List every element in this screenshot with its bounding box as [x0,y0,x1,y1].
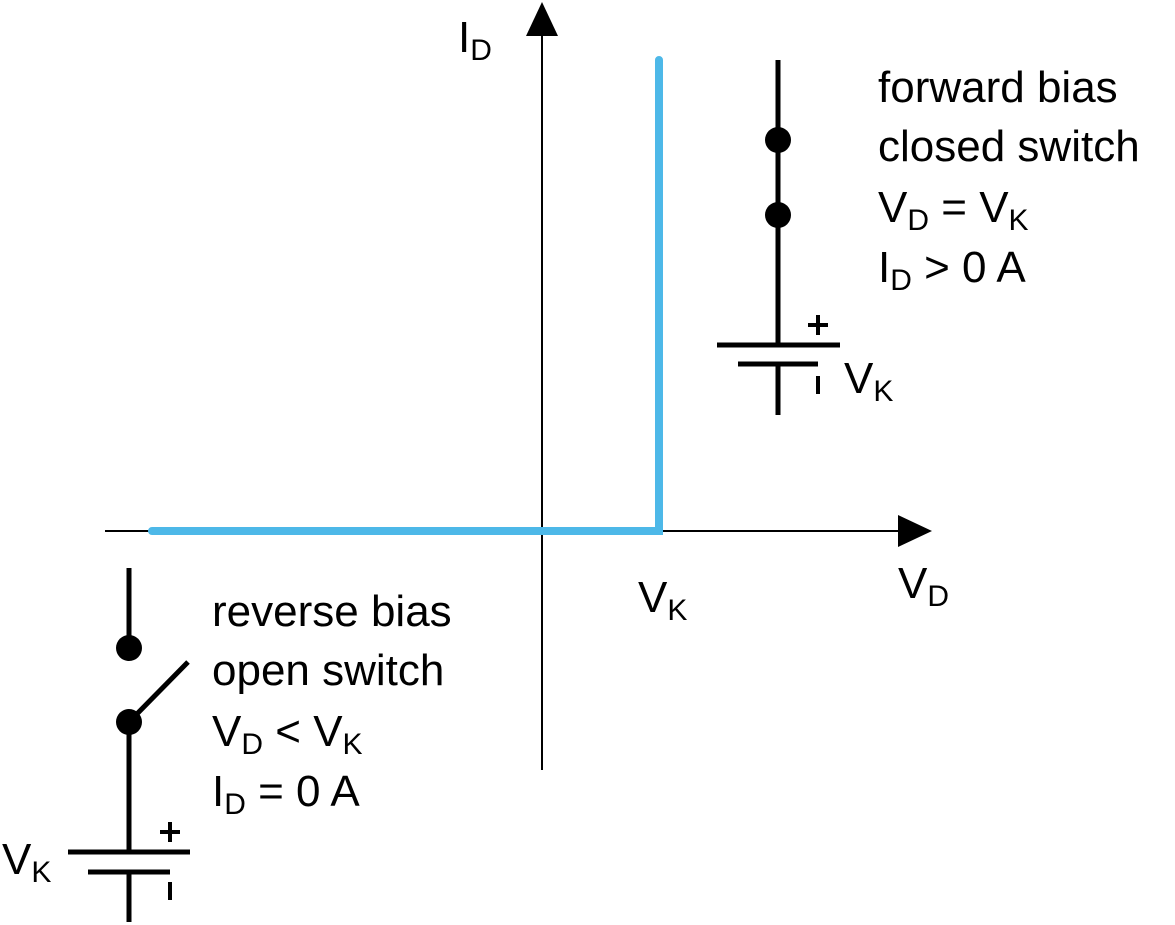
forward-battery-label: VK [844,354,893,408]
y-axis-arrowhead [526,2,558,36]
reverse-bias-circuit: VK [2,568,190,922]
forward-title-line1: forward bias [878,63,1118,112]
reverse-switch-contact-top [116,635,142,661]
reverse-title-line2: open switch [212,646,444,695]
forward-voltage-condition: VD = VK [878,183,1029,237]
y-axis-label: ID [458,13,492,67]
reverse-battery-label: VK [2,835,51,889]
x-axis-label: VD [898,559,949,613]
reverse-switch-lever [127,660,190,724]
diode-curve [148,56,663,535]
reverse-voltage-condition: VD < VK [212,707,363,761]
forward-title-line2: closed switch [878,122,1140,171]
forward-bias-circuit: VK [717,60,893,415]
reverse-title-line1: reverse bias [212,587,452,636]
forward-switch-contact-bottom [765,202,791,228]
reverse-current-condition: ID = 0 A [212,767,360,821]
vk-tick-label: VK [638,573,687,627]
x-axis-arrowhead [898,515,932,547]
forward-switch-contact-top [765,127,791,153]
forward-current-condition: ID > 0 A [878,243,1026,297]
